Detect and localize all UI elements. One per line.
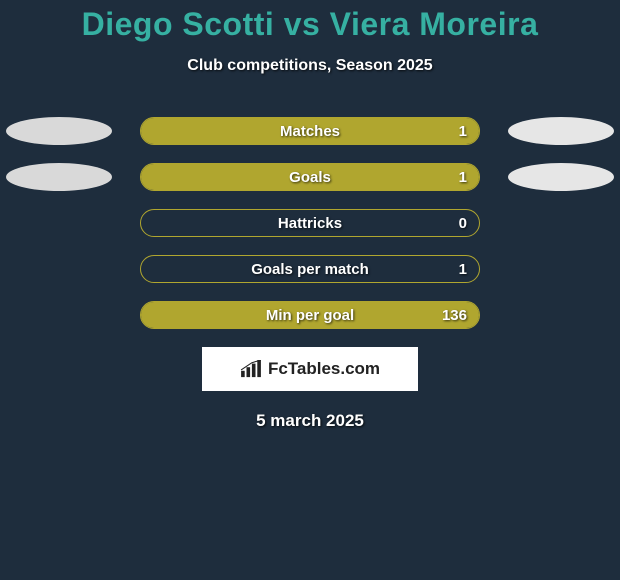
stat-bar-fill	[141, 118, 479, 144]
right-ellipse	[508, 117, 614, 145]
stat-rows: Matches1 Goals1 Hattricks0 Goals per match1…	[0, 117, 620, 329]
stat-label: Goals per match	[141, 256, 479, 284]
page-title: Diego Scotti vs Viera Moreira	[0, 0, 620, 43]
left-ellipse	[6, 117, 112, 145]
stat-value: 1	[459, 256, 467, 284]
stat-bar-fill	[141, 302, 479, 328]
footer-date: 5 march 2025	[0, 411, 620, 431]
stat-row: Matches1	[0, 117, 620, 145]
brand-text: FcTables.com	[268, 359, 380, 379]
bar-chart-icon	[240, 360, 262, 378]
stat-bar: Hattricks0	[140, 209, 480, 237]
right-ellipse	[508, 163, 614, 191]
stat-row: Goals1	[0, 163, 620, 191]
stat-label: Hattricks	[141, 210, 479, 238]
stat-row: Min per goal136	[0, 301, 620, 329]
left-ellipse	[6, 163, 112, 191]
stat-row: Hattricks0	[0, 209, 620, 237]
content: Diego Scotti vs Viera Moreira Club compe…	[0, 0, 620, 431]
stat-bar: Goals1	[140, 163, 480, 191]
stat-bar: Goals per match1	[140, 255, 480, 283]
stat-bar: Matches1	[140, 117, 480, 145]
stat-bar-fill	[141, 164, 479, 190]
stat-value: 0	[459, 210, 467, 238]
stat-bar: Min per goal136	[140, 301, 480, 329]
stat-row: Goals per match1	[0, 255, 620, 283]
page-subtitle: Club competitions, Season 2025	[0, 57, 620, 75]
brand-badge[interactable]: FcTables.com	[202, 347, 418, 391]
